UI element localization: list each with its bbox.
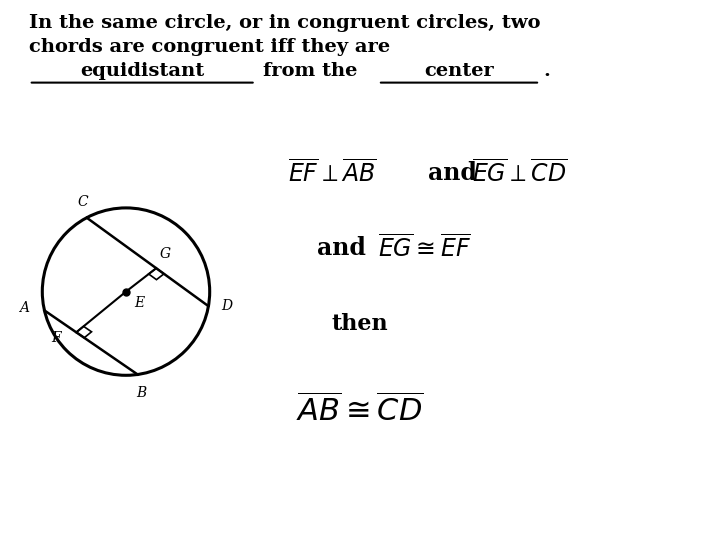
Text: from the: from the [263,62,357,80]
Text: and: and [317,237,366,260]
Text: B: B [136,386,146,400]
Text: $\overline{EF} \perp \overline{AB}$: $\overline{EF} \perp \overline{AB}$ [288,159,377,187]
Text: $\overline{EG} \perp \overline{CD}$: $\overline{EG} \perp \overline{CD}$ [472,159,567,187]
Text: chords are congruent iff they are: chords are congruent iff they are [29,38,390,56]
Text: center: center [424,62,494,80]
Text: $\overline{EG} \cong \overline{EF}$: $\overline{EG} \cong \overline{EF}$ [378,235,471,262]
Text: G: G [160,247,171,261]
Text: $\overline{AB} \cong \overline{CD}$: $\overline{AB} \cong \overline{CD}$ [296,393,424,428]
Text: and: and [428,161,477,185]
Text: then: then [332,313,388,335]
Text: C: C [78,195,89,210]
Text: E: E [135,296,145,310]
Text: D: D [221,299,233,313]
Text: F: F [51,330,60,345]
Text: A: A [19,301,29,315]
Text: In the same circle, or in congruent circles, two: In the same circle, or in congruent circ… [29,14,540,31]
Text: .: . [544,62,551,80]
Text: equidistant: equidistant [80,62,204,80]
